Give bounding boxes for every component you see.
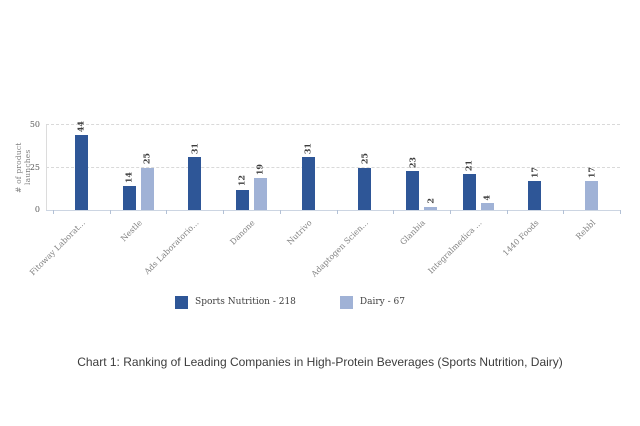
bar-value-label: 17 xyxy=(529,166,540,179)
bar: 12 xyxy=(235,175,249,210)
bar: 4 xyxy=(480,195,494,210)
x-axis-line xyxy=(46,210,620,211)
x-axis-tick xyxy=(223,210,225,214)
legend: Sports Nutrition - 218 Dairy - 67 xyxy=(0,296,580,309)
bar-value-label: 2 xyxy=(425,198,436,204)
gridline xyxy=(46,124,620,125)
x-axis-label: Fitoway Laborat... xyxy=(28,218,88,278)
legend-swatch xyxy=(339,296,353,309)
bar-value-label: 25 xyxy=(141,153,152,165)
bar-value-label: 31 xyxy=(302,143,313,155)
bar-group: 23 2 xyxy=(393,125,450,210)
y-tick-label: 25 xyxy=(29,162,40,172)
legend-label: Sports Nutrition - 218 xyxy=(195,297,296,307)
x-axis-tick xyxy=(563,210,565,214)
x-axis-tick xyxy=(506,210,508,214)
y-tick-label: 50 xyxy=(29,120,40,129)
bar-group: 12 19 xyxy=(223,125,280,210)
bar-value-label: 17 xyxy=(586,166,597,179)
x-axis-label: Rebbl xyxy=(574,218,598,242)
x-axis-tick xyxy=(166,210,168,214)
bar-group: 44 xyxy=(53,121,110,210)
x-axis-tick xyxy=(620,210,621,214)
x-axis-ticks xyxy=(53,210,621,215)
bar-value-label: 19 xyxy=(255,163,266,175)
x-axis-tick xyxy=(109,210,111,214)
chart-caption: Chart 1: Ranking of Leading Companies in… xyxy=(77,355,563,369)
x-axis-tick xyxy=(449,210,451,214)
bar: 2 xyxy=(424,198,438,210)
bar-value-label: 21 xyxy=(463,160,474,172)
legend-item: Sports Nutrition - 218 xyxy=(175,296,296,309)
bar-group: 17 xyxy=(507,125,564,210)
x-axis-tick xyxy=(53,210,54,214)
bar-value-label: 31 xyxy=(189,143,200,155)
legend-label: Dairy - 67 xyxy=(359,297,405,307)
x-axis-labels: Fitoway Laborat... Nestle Ads Laboratorio.… xyxy=(28,210,620,280)
legend-swatch xyxy=(175,296,189,309)
bar-value-label: 25 xyxy=(359,153,370,165)
plot-area: 0 25 50 44 14 25 31 12 19 31 25 23 2 21 4 17 17 Fitoway… xyxy=(28,121,621,279)
x-axis-label: Ads Laboratorio... xyxy=(142,218,201,277)
x-axis-label: Adaptogen Scien... xyxy=(310,218,371,279)
x-axis-label: Integralmedica ... xyxy=(426,218,484,276)
y-tick-label: 0 xyxy=(34,205,40,214)
bar: 25 xyxy=(358,153,372,210)
bar: 17 xyxy=(528,167,542,210)
gridline xyxy=(46,166,620,168)
bar: 14 xyxy=(122,172,136,210)
bar: 23 xyxy=(406,157,420,210)
x-axis-label: Nestle xyxy=(118,218,144,244)
bar-group: 25 xyxy=(337,125,394,210)
bar: 17 xyxy=(585,167,599,210)
bar-value-label: 4 xyxy=(481,194,492,201)
bar-group: 14 25 xyxy=(110,125,167,210)
y-axis-line xyxy=(46,125,47,211)
x-axis-tick xyxy=(279,210,281,214)
x-axis-tick xyxy=(393,210,395,214)
bar-value-label: 23 xyxy=(407,156,418,168)
bar-group: 31 xyxy=(280,125,337,210)
bar: 25 xyxy=(140,153,154,210)
bar-group: 17 xyxy=(563,125,620,210)
bar: 31 xyxy=(301,143,315,210)
bar-group: 21 4 xyxy=(450,125,507,210)
bar-groups: 44 14 25 31 12 19 31 25 23 2 21 4 17 17 xyxy=(53,121,620,210)
x-axis-tick xyxy=(336,210,338,214)
bar-group: 31 xyxy=(166,125,223,210)
bar: 19 xyxy=(253,164,267,210)
bar-value-label: 12 xyxy=(237,175,248,187)
bar: 31 xyxy=(188,143,202,210)
bar: 21 xyxy=(462,160,476,210)
bar-value-label: 14 xyxy=(123,172,134,184)
x-axis-label: Glanbia xyxy=(398,218,428,247)
legend-item: Dairy - 67 xyxy=(339,296,405,309)
x-axis-label: Nutrivo xyxy=(285,218,314,247)
bar-value-label: 44 xyxy=(75,121,86,133)
x-axis-label: Danone xyxy=(228,218,258,247)
x-axis-label: 1440 Foods xyxy=(501,218,541,258)
bar: 44 xyxy=(74,121,88,210)
